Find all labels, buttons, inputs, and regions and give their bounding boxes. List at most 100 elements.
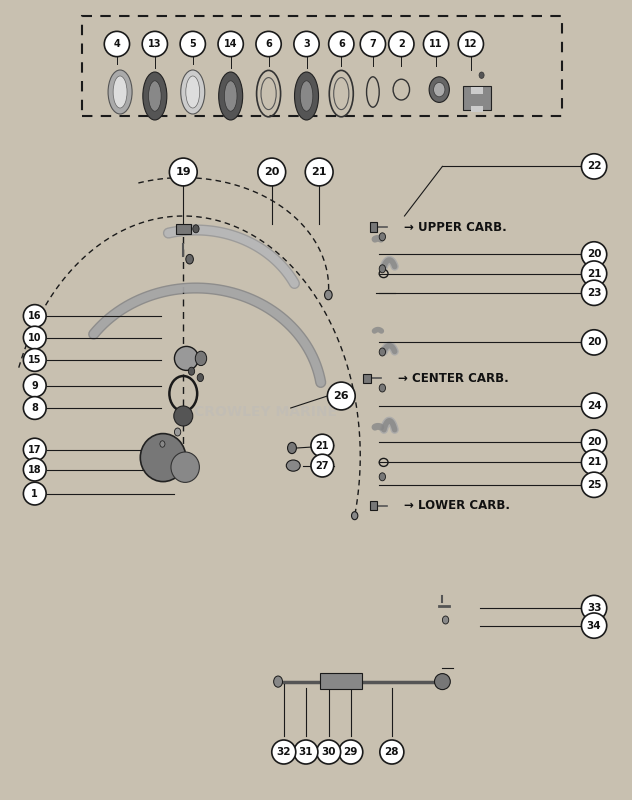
Circle shape — [288, 442, 296, 454]
Ellipse shape — [581, 450, 607, 475]
Text: 29: 29 — [344, 747, 358, 757]
Text: 30: 30 — [322, 747, 336, 757]
Bar — [363, 374, 371, 383]
Text: 8: 8 — [32, 403, 38, 413]
Bar — [370, 222, 377, 232]
Ellipse shape — [389, 31, 414, 57]
Ellipse shape — [581, 280, 607, 306]
Text: 21: 21 — [587, 269, 601, 278]
Ellipse shape — [108, 70, 132, 114]
Ellipse shape — [305, 158, 333, 186]
Ellipse shape — [327, 382, 355, 410]
Ellipse shape — [581, 393, 607, 418]
Ellipse shape — [294, 740, 318, 764]
Text: 22: 22 — [587, 162, 601, 171]
Ellipse shape — [423, 31, 449, 57]
Ellipse shape — [295, 72, 319, 120]
Text: 6: 6 — [338, 39, 344, 49]
Text: 1: 1 — [32, 489, 38, 498]
Ellipse shape — [272, 740, 296, 764]
Text: 9: 9 — [32, 381, 38, 390]
Ellipse shape — [294, 31, 319, 57]
Ellipse shape — [329, 31, 354, 57]
Text: 31: 31 — [299, 747, 313, 757]
Ellipse shape — [311, 434, 334, 457]
Circle shape — [325, 290, 332, 300]
Circle shape — [442, 616, 449, 624]
Ellipse shape — [23, 326, 46, 349]
Ellipse shape — [142, 31, 167, 57]
Ellipse shape — [219, 72, 243, 120]
Circle shape — [274, 676, 283, 687]
Circle shape — [379, 348, 386, 356]
Bar — [471, 106, 483, 112]
Ellipse shape — [180, 31, 205, 57]
Bar — [471, 87, 483, 94]
Bar — [176, 224, 191, 234]
Ellipse shape — [286, 460, 300, 471]
Text: 25: 25 — [587, 480, 601, 490]
Ellipse shape — [186, 76, 200, 108]
Text: 11: 11 — [429, 39, 443, 49]
Text: 20: 20 — [264, 167, 279, 177]
Text: 32: 32 — [277, 747, 291, 757]
Text: 3: 3 — [303, 39, 310, 49]
Text: 28: 28 — [385, 747, 399, 757]
Ellipse shape — [311, 454, 334, 477]
Circle shape — [379, 384, 386, 392]
Text: 10: 10 — [28, 333, 42, 342]
Text: CROWLEY MARINE: CROWLEY MARINE — [194, 405, 337, 419]
Ellipse shape — [300, 81, 313, 111]
Text: → LOWER CARB.: → LOWER CARB. — [404, 499, 511, 512]
Text: 21: 21 — [312, 167, 327, 177]
Text: 23: 23 — [587, 288, 601, 298]
Text: → UPPER CARB.: → UPPER CARB. — [404, 221, 507, 234]
Ellipse shape — [104, 31, 130, 57]
Ellipse shape — [218, 31, 243, 57]
Ellipse shape — [581, 430, 607, 455]
Ellipse shape — [23, 458, 46, 481]
Text: 6: 6 — [265, 39, 272, 49]
Text: 20: 20 — [587, 338, 601, 347]
Ellipse shape — [23, 438, 46, 461]
Text: 24: 24 — [586, 401, 602, 410]
Ellipse shape — [380, 740, 404, 764]
Text: 20: 20 — [587, 250, 601, 259]
Ellipse shape — [258, 158, 286, 186]
Ellipse shape — [458, 31, 483, 57]
Circle shape — [197, 374, 204, 382]
Ellipse shape — [360, 31, 386, 57]
Ellipse shape — [581, 613, 607, 638]
Ellipse shape — [256, 31, 281, 57]
FancyBboxPatch shape — [320, 673, 362, 689]
Ellipse shape — [140, 434, 186, 482]
Text: 21: 21 — [587, 458, 601, 467]
Text: 2: 2 — [398, 39, 404, 49]
Text: 27: 27 — [315, 461, 329, 470]
Text: → CENTER CARB.: → CENTER CARB. — [398, 372, 509, 385]
Ellipse shape — [174, 406, 193, 426]
Circle shape — [160, 441, 165, 447]
Circle shape — [429, 77, 449, 102]
Text: 17: 17 — [28, 445, 42, 454]
Ellipse shape — [581, 242, 607, 267]
Ellipse shape — [149, 81, 161, 111]
Text: 14: 14 — [224, 39, 238, 49]
Text: 4: 4 — [114, 39, 120, 49]
Text: 12: 12 — [464, 39, 478, 49]
Ellipse shape — [169, 158, 197, 186]
Text: 33: 33 — [587, 603, 601, 613]
Text: 5: 5 — [190, 39, 196, 49]
Ellipse shape — [174, 346, 198, 370]
Ellipse shape — [23, 374, 46, 397]
Text: 19: 19 — [176, 167, 191, 177]
FancyBboxPatch shape — [463, 86, 491, 110]
Circle shape — [379, 265, 386, 273]
Ellipse shape — [113, 76, 127, 108]
Circle shape — [193, 225, 199, 233]
Ellipse shape — [143, 72, 167, 120]
Circle shape — [351, 512, 358, 520]
Ellipse shape — [23, 482, 46, 505]
Ellipse shape — [23, 349, 46, 371]
Circle shape — [195, 351, 207, 366]
